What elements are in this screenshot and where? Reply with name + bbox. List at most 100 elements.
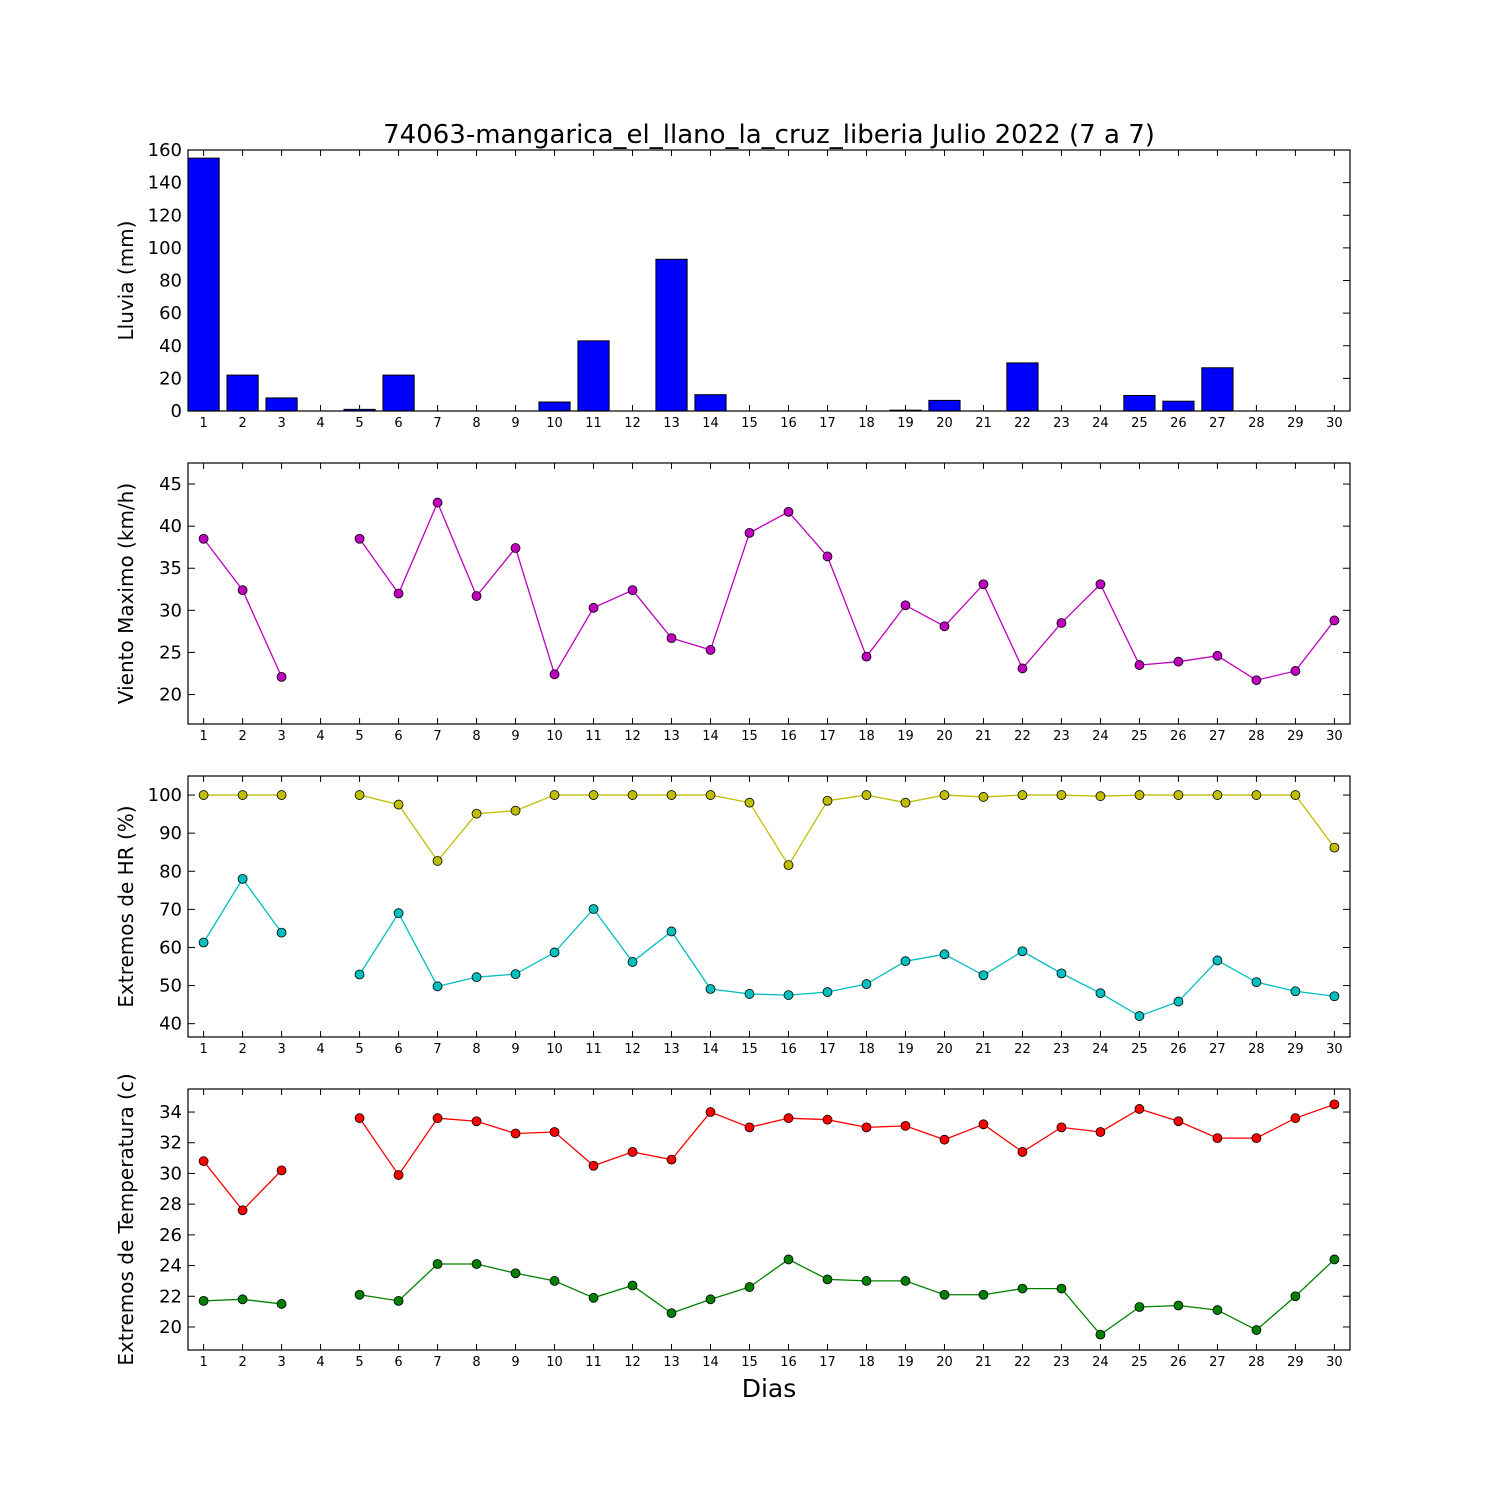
x-tick-label: 17 — [819, 416, 836, 431]
y-tick-label: 0 — [171, 401, 182, 422]
x-tick-label: 3 — [277, 416, 285, 431]
x-tick-label: 11 — [585, 1042, 602, 1057]
data-point — [627, 1280, 638, 1291]
data-point — [1251, 675, 1262, 686]
x-tick-label: 24 — [1092, 416, 1109, 431]
data-point — [393, 1170, 404, 1180]
x-tick-label: 13 — [663, 729, 680, 744]
x-tick-label: 8 — [472, 1355, 480, 1370]
data-point — [549, 947, 560, 958]
data-point — [783, 1113, 794, 1124]
x-tick-label: 5 — [355, 1042, 363, 1057]
y-tick-label: 40 — [159, 1014, 182, 1035]
x-tick-label: 9 — [511, 416, 519, 431]
x-tick-label: 8 — [472, 729, 480, 744]
x-tick-label: 25 — [1131, 1042, 1148, 1057]
x-tick-label: 28 — [1248, 416, 1265, 431]
data-point — [1173, 1116, 1184, 1127]
x-tick-label: 24 — [1092, 729, 1109, 744]
data-point — [939, 1134, 950, 1145]
data-point — [237, 1205, 248, 1216]
data-point — [1290, 666, 1301, 676]
x-tick-label: 15 — [741, 729, 758, 744]
x-tick-label: 13 — [663, 416, 680, 431]
y-axis-label-temperatura: Extremos de Temperatura (c) — [114, 1073, 138, 1365]
plot-frame — [187, 775, 1351, 1038]
plot-frame — [187, 149, 1351, 412]
x-tick-label: 10 — [546, 416, 563, 431]
x-tick-label: 21 — [975, 416, 992, 431]
y-axis-label-viento: Viento Maximo (km/h) — [114, 483, 138, 704]
data-point — [705, 984, 716, 994]
data-point — [627, 790, 638, 800]
x-tick-label: 15 — [741, 1355, 758, 1370]
x-tick-label: 21 — [975, 729, 992, 744]
data-point — [627, 957, 638, 967]
data-point — [510, 1128, 521, 1139]
x-tick-label: 14 — [702, 729, 719, 744]
data-point — [432, 1113, 443, 1124]
x-tick-label: 15 — [741, 416, 758, 431]
data-point — [1056, 618, 1067, 628]
y-tick-label: 160 — [148, 140, 182, 161]
x-tick-label: 30 — [1326, 1355, 1343, 1370]
data-point — [354, 1113, 365, 1124]
bar — [577, 340, 610, 412]
data-point — [900, 1120, 911, 1131]
y-tick-label: 60 — [159, 303, 182, 324]
x-tick-label: 29 — [1287, 1355, 1304, 1370]
data-point — [978, 1289, 989, 1300]
x-tick-label: 7 — [433, 729, 441, 744]
data-point — [1056, 1283, 1067, 1294]
data-point — [900, 1276, 911, 1286]
data-point — [783, 1254, 794, 1265]
data-point — [1173, 656, 1184, 667]
x-tick-label: 1 — [199, 1042, 207, 1057]
y-tick-label: 100 — [148, 238, 182, 259]
data-point — [783, 506, 794, 517]
x-tick-label: 16 — [780, 1355, 797, 1370]
data-point — [510, 1268, 521, 1279]
data-point — [432, 981, 443, 992]
x-tick-label: 3 — [277, 1042, 285, 1057]
y-tick-label: 22 — [159, 1286, 182, 1307]
x-tick-label: 18 — [858, 1355, 875, 1370]
y-tick-label: 100 — [148, 785, 182, 806]
bar — [694, 394, 727, 412]
data-point — [1290, 1291, 1301, 1302]
series-line — [203, 538, 283, 678]
data-point — [549, 790, 560, 800]
plot-frame — [187, 462, 1351, 725]
data-point — [744, 527, 755, 538]
x-tick-label: 11 — [585, 1355, 602, 1370]
data-point — [861, 979, 872, 989]
x-tick-label: 3 — [277, 1355, 285, 1370]
x-tick-label: 24 — [1092, 1355, 1109, 1370]
y-tick-label: 35 — [159, 558, 182, 579]
y-axis-label-lluvia: Lluvia (mm) — [114, 221, 138, 341]
x-tick-label: 25 — [1131, 1355, 1148, 1370]
bar — [1123, 395, 1156, 412]
bar — [928, 399, 961, 412]
x-tick-label: 11 — [585, 729, 602, 744]
x-tick-label: 28 — [1248, 1042, 1265, 1057]
x-tick-label: 27 — [1209, 1355, 1226, 1370]
data-point — [822, 1114, 833, 1125]
x-tick-label: 14 — [702, 1355, 719, 1370]
x-tick-label: 27 — [1209, 729, 1226, 744]
data-point — [471, 591, 482, 601]
x-tick-label: 5 — [355, 729, 363, 744]
data-point — [276, 1299, 287, 1309]
data-point — [978, 792, 989, 802]
series-line — [203, 877, 283, 943]
series-line — [359, 907, 1335, 1017]
x-tick-label: 7 — [433, 1042, 441, 1057]
x-tick-label: 20 — [936, 1355, 953, 1370]
x-tick-label: 7 — [433, 1355, 441, 1370]
y-tick-label: 20 — [159, 368, 182, 389]
x-tick-label: 17 — [819, 729, 836, 744]
data-point — [939, 790, 950, 800]
data-point — [1095, 791, 1106, 802]
x-tick-label: 25 — [1131, 729, 1148, 744]
